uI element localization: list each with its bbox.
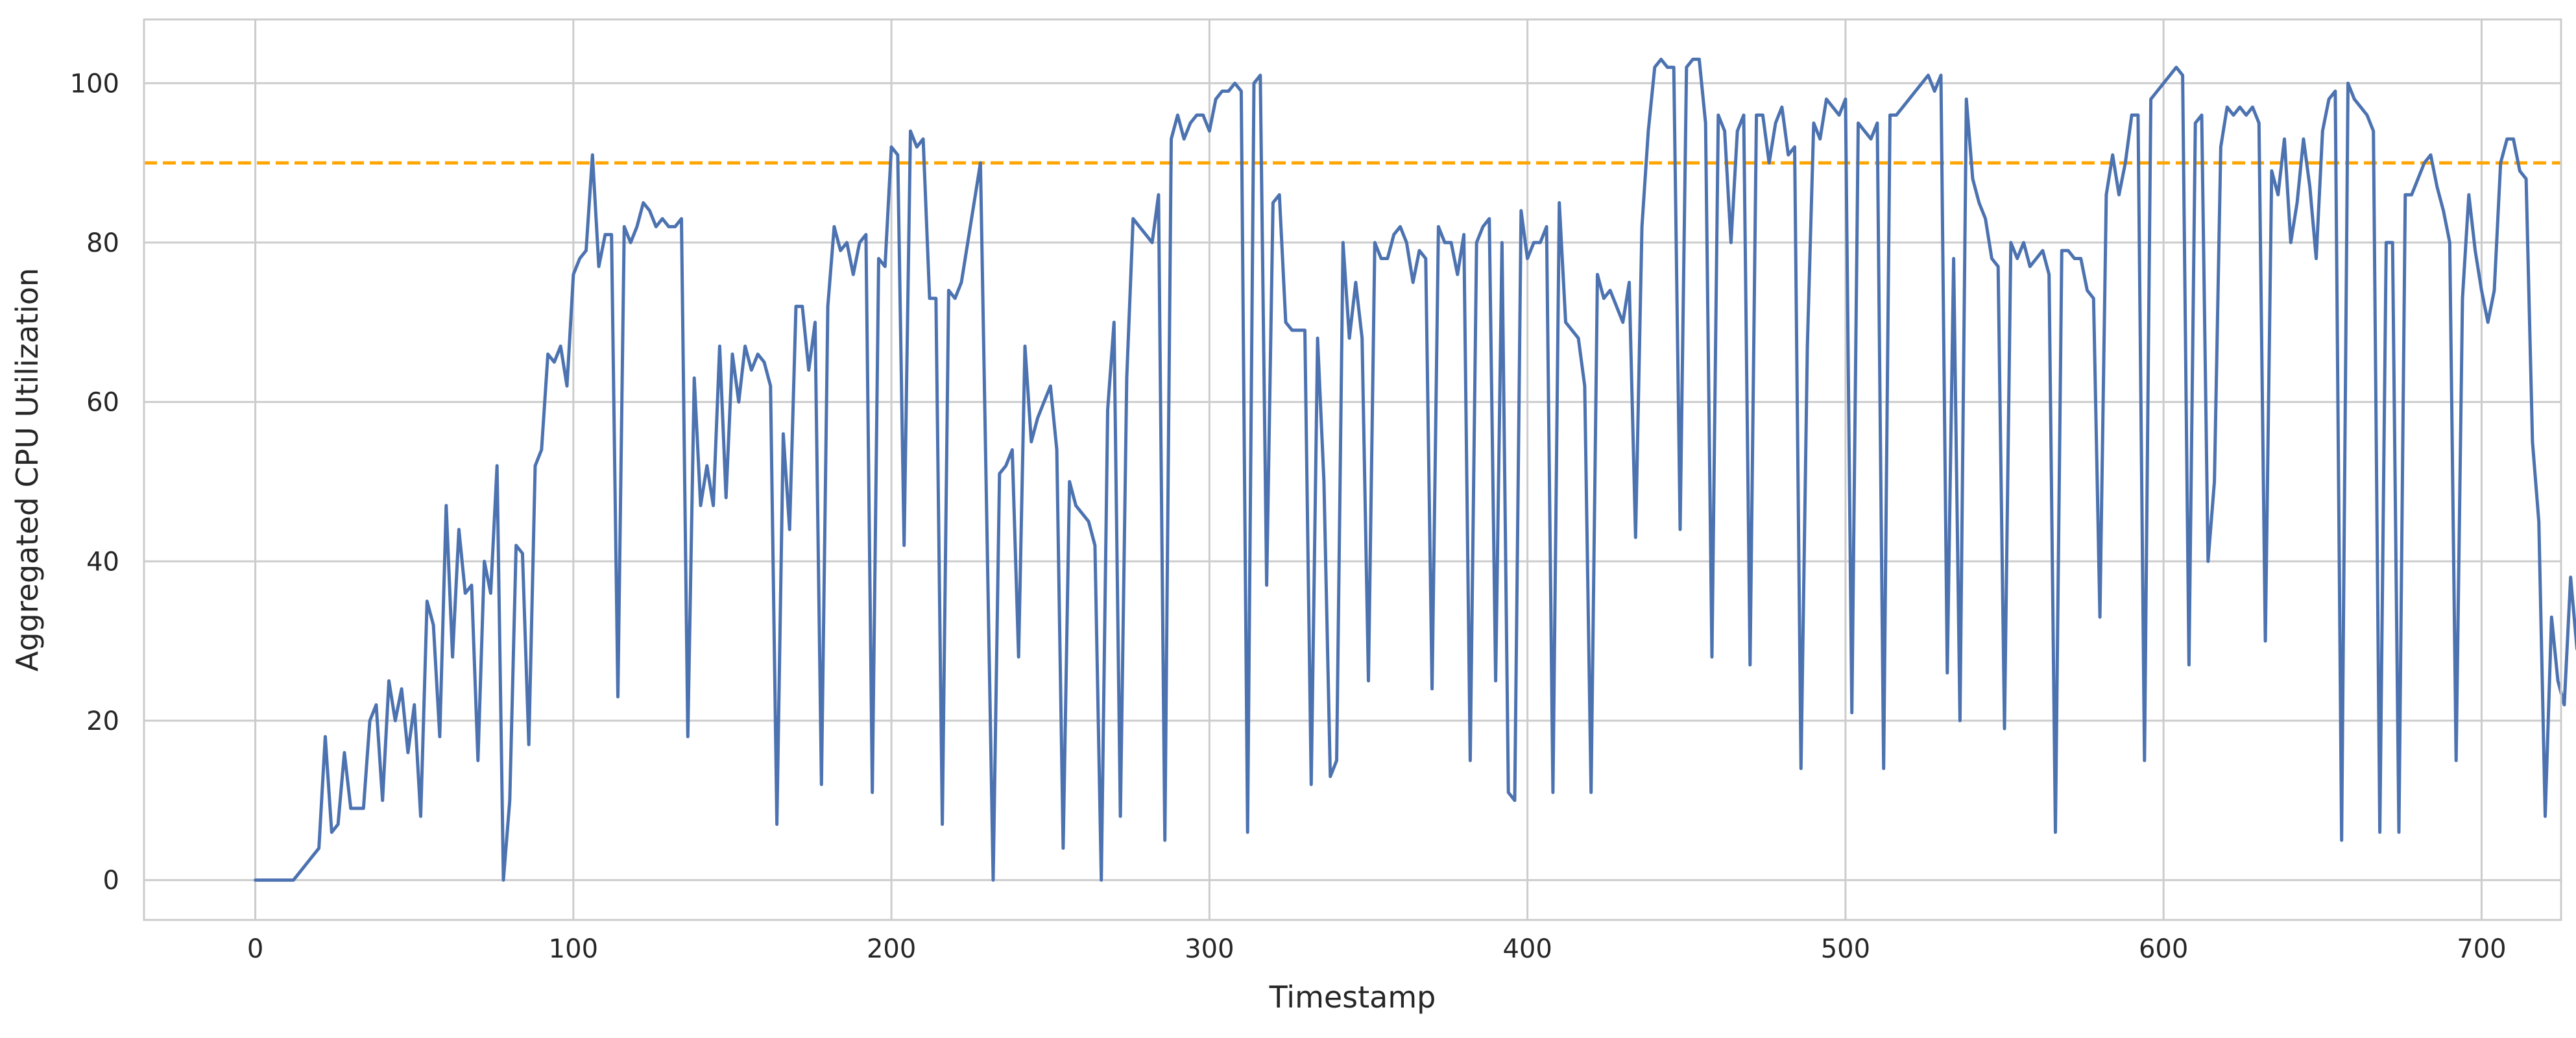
x-tick-label: 300	[1185, 934, 1234, 964]
series-group	[254, 57, 2576, 882]
y-axis-title: Aggregated CPU Utilization	[10, 268, 45, 671]
x-tick-labels: 0 100 200 300 400 500 600 700	[247, 934, 2507, 964]
cpu-utilization-series-line	[254, 57, 2576, 882]
x-tick-label: 500	[1821, 934, 1870, 964]
y-tick-label: 80	[86, 228, 119, 258]
x-axis-title: Timestamp	[1269, 980, 1436, 1015]
y-tick-label: 60	[86, 388, 119, 418]
y-tick-label: 100	[70, 69, 119, 99]
y-tick-label: 40	[86, 547, 119, 577]
x-tick-label: 700	[2457, 934, 2506, 964]
x-tick-label: 400	[1502, 934, 1552, 964]
x-tick-label: 200	[867, 934, 916, 964]
x-tick-label: 100	[549, 934, 598, 964]
plot-frame	[143, 18, 2562, 921]
y-tick-label: 0	[103, 866, 119, 896]
y-tick-labels: 0 20 40 60 80 100	[70, 69, 119, 895]
y-tick-label: 20	[86, 706, 119, 736]
x-tick-label: 0	[247, 934, 263, 964]
x-tick-label: 600	[2139, 934, 2188, 964]
